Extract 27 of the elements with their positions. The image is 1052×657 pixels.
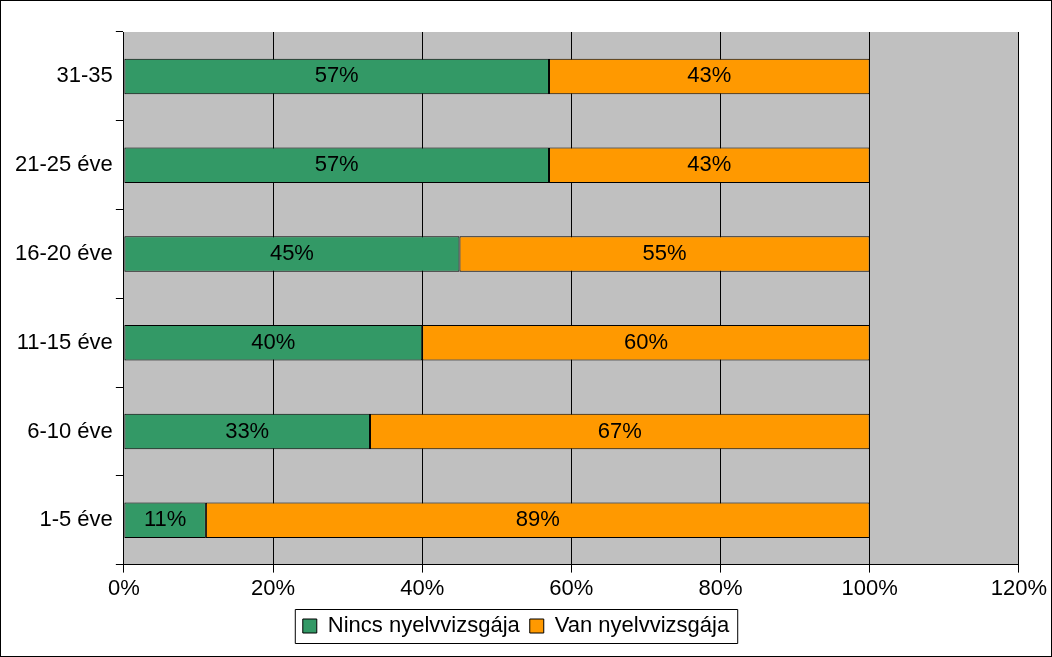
- data-label: 43%: [687, 62, 732, 88]
- y-tick-label: 16-20 éve: [14, 239, 113, 265]
- y-tick-label: 31-35: [56, 62, 113, 88]
- y-tick-label: 6-10 éve: [27, 417, 113, 443]
- y-tick-label: 11-15 éve: [16, 328, 113, 354]
- y-tick-label: 1-5 éve: [39, 506, 113, 532]
- data-label: 33%: [225, 417, 270, 443]
- data-label: 57%: [314, 62, 359, 88]
- data-label: 45%: [269, 239, 314, 265]
- data-label: 43%: [687, 151, 732, 177]
- legend-label: Nincs nyelvvizsgája: [327, 612, 521, 638]
- data-label: 89%: [515, 506, 560, 532]
- x-tick-label: 40%: [400, 574, 445, 600]
- x-tick-label: 80%: [698, 574, 743, 600]
- data-label: 57%: [314, 151, 359, 177]
- data-label: 11%: [143, 506, 187, 532]
- data-label: 55%: [642, 239, 687, 265]
- data-label: 40%: [251, 328, 296, 354]
- x-tick-label: 0%: [107, 574, 140, 600]
- x-tick-label: 120%: [990, 574, 1048, 600]
- y-tick-label: 21-25 éve: [14, 151, 113, 177]
- x-tick-label: 20%: [251, 574, 296, 600]
- data-label: 60%: [623, 328, 668, 354]
- x-tick-label: 100%: [841, 574, 898, 600]
- data-label: 67%: [597, 417, 642, 443]
- legend-label: Van nyelvvizsgája: [554, 612, 730, 638]
- x-tick-label: 60%: [549, 574, 594, 600]
